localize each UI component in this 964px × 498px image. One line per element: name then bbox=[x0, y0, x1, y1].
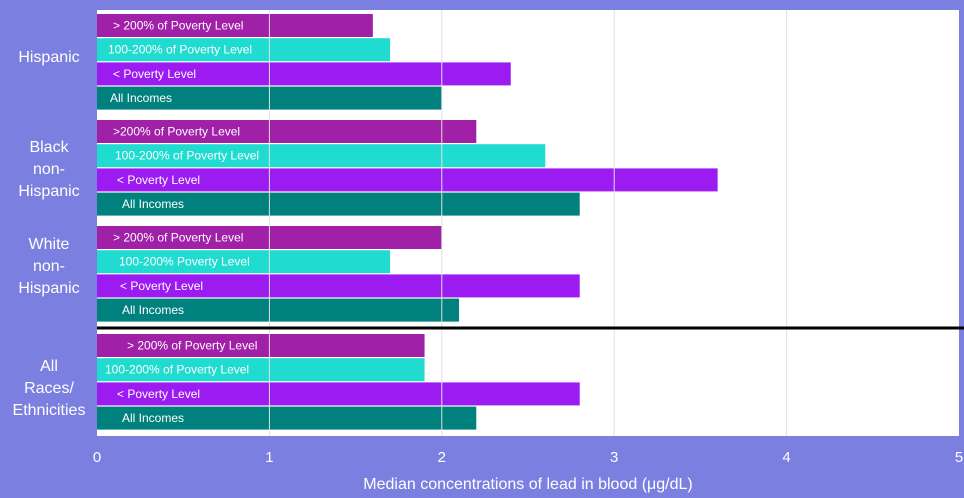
group-label-line: non- bbox=[33, 258, 65, 275]
bar-g2-b1 bbox=[97, 250, 391, 274]
bar-g2-b3 bbox=[97, 298, 460, 322]
bar-label-g3-b3: All Incomes bbox=[122, 411, 184, 425]
x-tick-5: 5 bbox=[955, 449, 963, 466]
bar-label-g0-b0: > 200% of Poverty Level bbox=[113, 19, 243, 33]
bar-label-g0-b1: 100-200% of Poverty Level bbox=[108, 43, 252, 57]
x-tick-2: 2 bbox=[438, 449, 446, 466]
group-label-line: Hispanic bbox=[18, 280, 79, 297]
bar-g0-b0 bbox=[97, 14, 373, 37]
group-label-3: All Races/Ethnicities bbox=[13, 358, 86, 419]
bar-g0-b1 bbox=[97, 38, 391, 62]
group-label-line: Black bbox=[29, 139, 69, 156]
bar-g0-b2 bbox=[97, 62, 511, 86]
bar-g2-b2 bbox=[97, 274, 580, 298]
bar-g3-b3 bbox=[97, 406, 477, 430]
bar-label-g1-b1: 100-200% of Poverty Level bbox=[115, 149, 259, 163]
group-label-line: non- bbox=[33, 161, 65, 178]
bar-g3-b0 bbox=[97, 334, 425, 357]
group-label-1: Black non- Hispanic bbox=[18, 139, 79, 200]
bars-layer bbox=[97, 14, 718, 430]
bar-labels-layer: > 200% of Poverty Level 100-200% of Pover… bbox=[105, 19, 259, 426]
bar-label-g2-b0: > 200% of Poverty Level bbox=[113, 231, 243, 245]
bar-g3-b2 bbox=[97, 382, 580, 406]
bar-g3-b1 bbox=[97, 358, 425, 382]
group-label-line: Ethnicities bbox=[13, 402, 86, 419]
bar-label-g0-b2: < Poverty Level bbox=[113, 67, 196, 81]
x-tick-0: 0 bbox=[93, 449, 101, 466]
group-label-line: White bbox=[29, 236, 70, 253]
bar-label-g3-b0: > 200% of Poverty Level bbox=[127, 339, 257, 353]
group-label-line: Races/ bbox=[24, 380, 74, 397]
x-axis-title: Median concentrations of lead in blood (… bbox=[363, 476, 692, 493]
bar-g1-b1 bbox=[97, 144, 546, 168]
bar-g1-b3 bbox=[97, 192, 580, 216]
bar-label-g1-b3: All Incomes bbox=[122, 197, 184, 211]
bar-label-g2-b3: All Incomes bbox=[122, 303, 184, 317]
group-label-line: Hispanic bbox=[18, 49, 79, 66]
group-label-line: All bbox=[40, 358, 58, 375]
bar-label-g1-b0: >200% of Poverty Level bbox=[113, 125, 240, 139]
x-tick-4: 4 bbox=[782, 449, 790, 466]
gridlines-layer bbox=[268, 10, 788, 436]
bar-g1-b2 bbox=[97, 168, 718, 192]
bar-label-g3-b1: 100-200% of Poverty Level bbox=[105, 363, 249, 377]
group-label-0: Hispanic bbox=[18, 49, 79, 66]
group-label-line: Hispanic bbox=[18, 183, 79, 200]
bar-label-g1-b2: < Poverty Level bbox=[117, 173, 200, 187]
bar-g1-b0 bbox=[97, 120, 477, 143]
bar-label-g0-b3: All Incomes bbox=[110, 91, 172, 105]
group-labels-layer: Hispanic Black non- Hispanic White non- Hispan… bbox=[13, 49, 86, 419]
bar-label-g2-b1: 100-200% Poverty Level bbox=[119, 255, 250, 269]
bar-label-g2-b2: < Poverty Level bbox=[120, 279, 203, 293]
bar-label-g3-b2: < Poverty Level bbox=[117, 387, 200, 401]
group-label-2: White non- Hispanic bbox=[18, 236, 79, 297]
x-tick-labels: 0 1 2 3 4 5 bbox=[93, 449, 963, 466]
x-tick-1: 1 bbox=[265, 449, 273, 466]
x-tick-3: 3 bbox=[610, 449, 618, 466]
